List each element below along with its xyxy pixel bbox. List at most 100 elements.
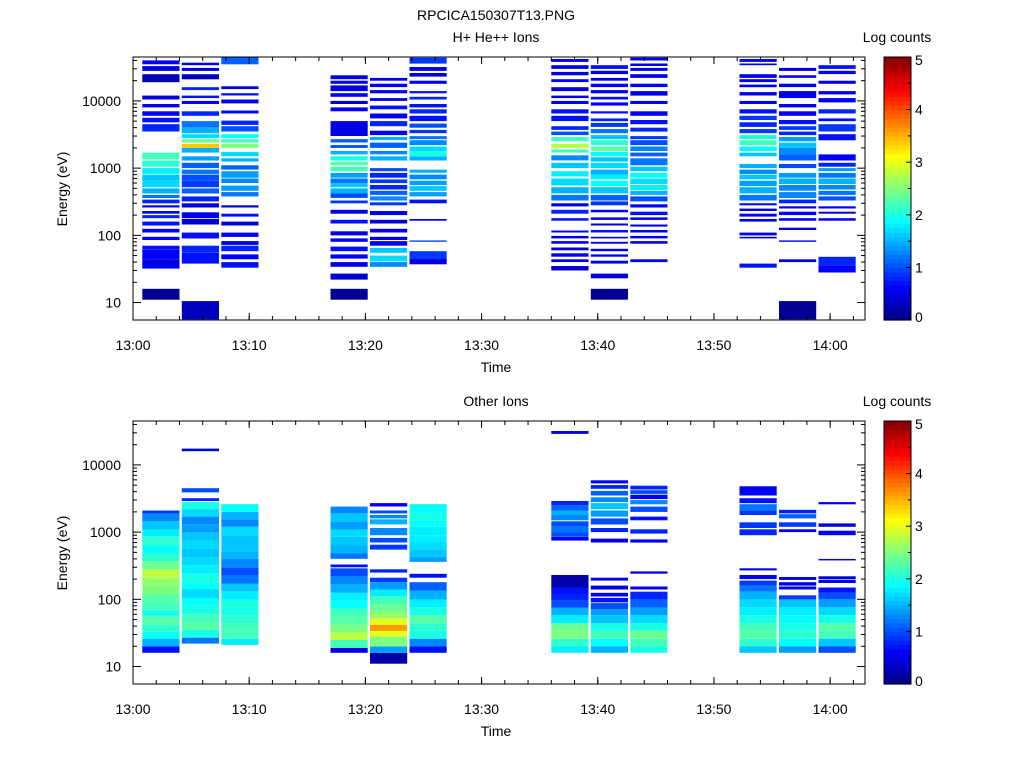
heatmap-cell — [630, 607, 668, 616]
heatmap-cell — [818, 154, 856, 161]
heatmap-cell — [409, 115, 447, 122]
heatmap-cell — [590, 77, 628, 81]
heatmap-cell — [370, 105, 408, 110]
heatmap-cell — [142, 111, 180, 116]
heatmap-cell — [551, 615, 589, 624]
heatmap-cell — [739, 623, 777, 631]
colorbar-segment — [884, 135, 911, 141]
heatmap-cell — [818, 646, 856, 653]
heatmap-cell — [330, 85, 368, 92]
heatmap-cell — [181, 597, 219, 606]
heatmap-cell — [590, 638, 628, 647]
heatmap-cell — [739, 529, 777, 536]
heatmap-cell — [330, 188, 368, 194]
heatmap-cell — [142, 205, 180, 208]
heatmap-cell — [370, 90, 408, 94]
heatmap-cell — [630, 235, 668, 239]
heatmap-cell — [330, 647, 368, 653]
heatmap-cell — [181, 605, 219, 615]
heatmap-cell — [739, 504, 777, 511]
colorbar-segment — [884, 434, 911, 440]
heatmap-cell — [818, 178, 856, 184]
colorbar-segment — [884, 258, 911, 264]
heatmap-cell — [590, 260, 628, 264]
heatmap-cell — [818, 162, 856, 167]
heatmap-cell — [779, 164, 817, 169]
colorbar-segment — [884, 570, 911, 576]
heatmap-cell — [779, 120, 817, 125]
colorbar-segment — [884, 298, 911, 304]
heatmap-cell — [221, 575, 259, 584]
heatmap-cell — [779, 529, 817, 533]
heatmap-cell — [370, 196, 408, 201]
y-tick-label: 100 — [98, 591, 122, 607]
heatmap-cell — [409, 136, 447, 140]
colorbar-segment — [884, 438, 911, 444]
heatmap-cell — [590, 102, 628, 106]
heatmap-cell — [739, 174, 777, 180]
heatmap-cell — [739, 100, 777, 104]
heatmap-cell — [551, 594, 589, 601]
heatmap-cell — [818, 579, 856, 583]
heatmap-cell — [330, 639, 368, 648]
heatmap-cell — [551, 171, 589, 177]
heatmap-cell — [409, 146, 447, 151]
heatmap-cell — [818, 70, 856, 75]
heatmap-cell — [409, 535, 447, 543]
heatmap-cell — [409, 151, 447, 157]
heatmap-cell — [409, 219, 447, 221]
heatmap-cell — [409, 573, 447, 578]
heatmap-cell — [818, 592, 856, 600]
heatmap-cell — [142, 117, 180, 123]
x-tick-label: 13:10 — [232, 337, 267, 353]
colorbar-segment — [884, 587, 911, 593]
heatmap-cell — [630, 539, 668, 543]
heatmap-cell — [818, 523, 856, 527]
heatmap-cell — [590, 273, 628, 279]
heatmap-cell — [142, 631, 180, 639]
heatmap-cell — [409, 599, 447, 608]
heatmap-cell — [739, 630, 777, 639]
heatmap-cell — [142, 236, 180, 240]
heatmap-cell — [409, 186, 447, 191]
colorbar-segment — [884, 670, 911, 676]
heatmap-cell — [630, 646, 668, 653]
colorbar-segment — [884, 648, 911, 654]
heatmap-cell — [181, 516, 219, 525]
colorbar-segment — [884, 214, 911, 220]
heatmap-cell — [221, 262, 259, 268]
heatmap-cell — [330, 161, 368, 166]
heatmap-cell — [221, 151, 259, 157]
colorbar-segment — [884, 429, 911, 435]
heatmap-cell — [330, 536, 368, 546]
heatmap-cell — [142, 215, 180, 219]
heatmap-cell — [142, 529, 180, 537]
colorbar-segment — [884, 631, 911, 637]
heatmap-cell — [779, 199, 817, 204]
heatmap-cell — [739, 236, 777, 239]
heatmap-cell — [330, 166, 368, 172]
colorbar-segment — [884, 302, 911, 308]
heatmap-cell — [551, 178, 589, 186]
heatmap-cell — [551, 623, 589, 631]
colorbar-segment — [884, 83, 911, 89]
heatmap-cell — [181, 127, 219, 134]
heatmap-cell — [818, 65, 856, 69]
figure-title: RPCICA150307T13.PNG — [417, 7, 575, 23]
heatmap-cell — [330, 288, 368, 300]
heatmap-cell — [142, 259, 180, 269]
colorbar-segment — [884, 92, 911, 98]
heatmap-cell — [739, 79, 777, 83]
colorbar-segment — [884, 666, 911, 672]
x-tick-label: 13:30 — [464, 701, 499, 717]
heatmap-cell — [630, 204, 668, 208]
heatmap-cell — [630, 516, 668, 521]
heatmap-cell — [739, 187, 777, 194]
heatmap-cell — [551, 536, 589, 541]
heatmap-cell — [370, 113, 408, 119]
heatmap-cell — [590, 480, 628, 484]
heatmap-cell — [330, 193, 368, 198]
heatmap-cell — [739, 63, 777, 66]
heatmap-cell — [779, 137, 817, 142]
heatmap-cell — [181, 62, 219, 66]
